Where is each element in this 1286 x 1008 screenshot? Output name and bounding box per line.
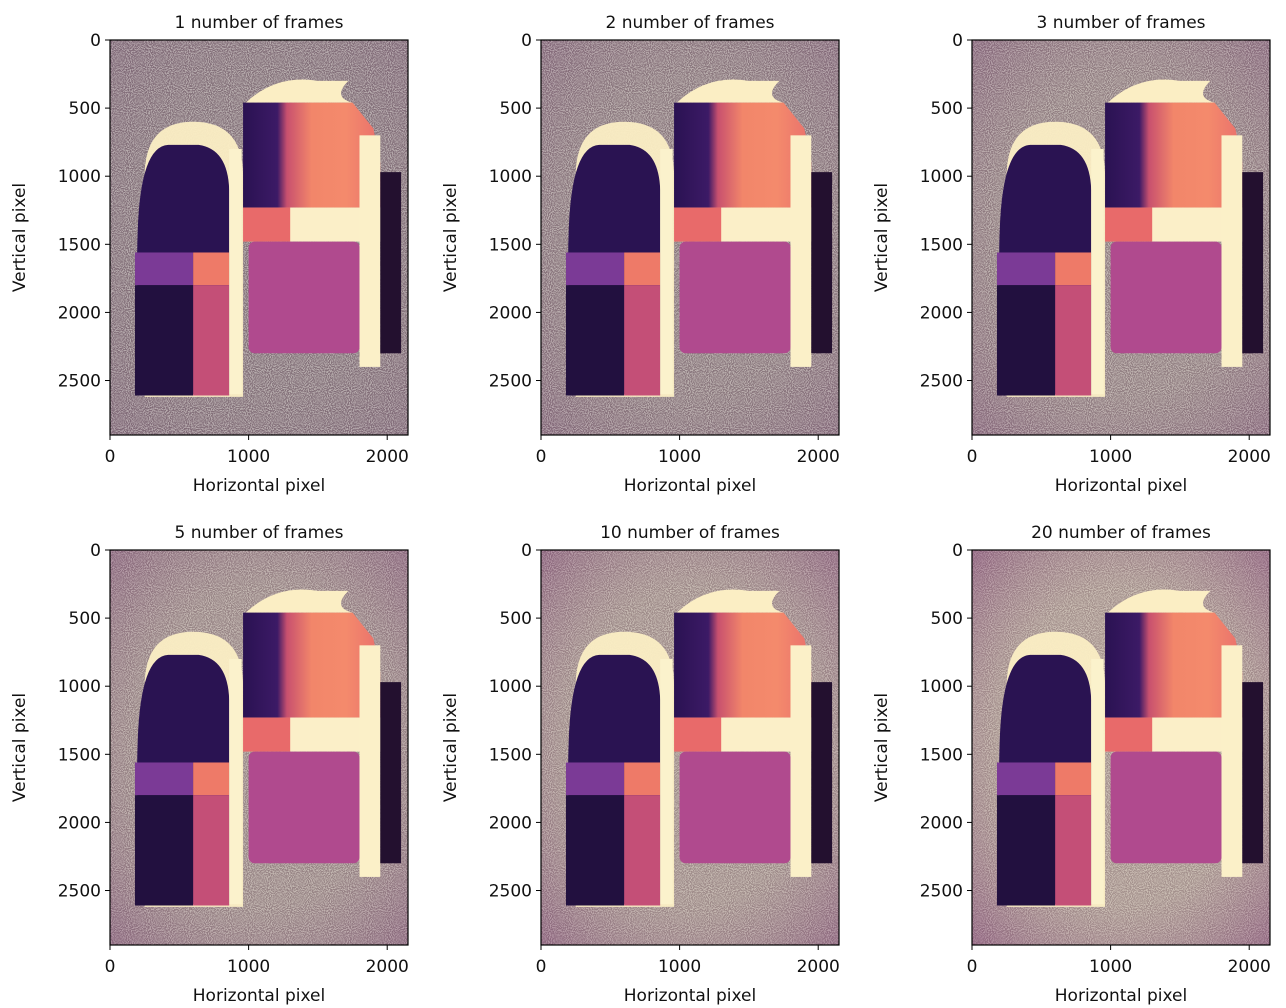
y-tick-label: 2000	[920, 813, 963, 833]
y-tick-label: 2000	[58, 303, 101, 323]
x-tick-label: 2000	[366, 957, 409, 977]
y-tick-label: 0	[90, 541, 101, 561]
y-tick-label: 1000	[58, 677, 101, 697]
y-tick-label: 500	[500, 99, 532, 119]
x-axis-label: Horizontal pixel	[624, 476, 756, 496]
x-tick-label: 1000	[227, 957, 270, 977]
panel-title: 3 number of frames	[1036, 13, 1205, 33]
y-tick-label: 2000	[489, 303, 532, 323]
y-tick-label: 0	[952, 541, 963, 561]
y-tick-label: 2500	[58, 372, 101, 392]
panel-title: 5 number of frames	[174, 523, 343, 543]
panel-title: 20 number of frames	[1031, 523, 1211, 543]
y-tick-label: 500	[931, 609, 963, 629]
image	[541, 550, 839, 945]
x-tick-label: 0	[105, 957, 116, 977]
y-tick-label: 0	[90, 31, 101, 51]
x-tick-label: 1000	[658, 957, 701, 977]
y-axis-label: Vertical pixel	[872, 183, 892, 292]
panel: 5 number of frames 0 1000 2000 0 500 1000 1500 2…	[10, 523, 409, 1006]
panel: 2 number of frames 0 1000 2000 0 500 1000 1500 2…	[441, 13, 840, 496]
image	[110, 550, 408, 945]
x-tick-label: 2000	[1228, 957, 1271, 977]
y-tick-label: 2500	[58, 882, 101, 902]
x-tick-label: 2000	[366, 447, 409, 467]
x-tick-label: 0	[536, 957, 547, 977]
y-tick-label: 2000	[489, 813, 532, 833]
y-tick-label: 500	[500, 609, 532, 629]
x-tick-label: 2000	[797, 957, 840, 977]
axes-frame	[971, 39, 1271, 436]
panel: 10 number of frames 0 1000 2000 0 500 1000 1500…	[441, 523, 840, 1006]
panel-title: 2 number of frames	[605, 13, 774, 33]
image	[972, 40, 1270, 435]
axes-frame	[971, 549, 1271, 946]
axes-frame	[109, 549, 409, 946]
y-tick-label: 0	[521, 31, 532, 51]
x-axis-label: Horizontal pixel	[193, 476, 325, 496]
x-axis-label: Horizontal pixel	[1055, 986, 1187, 1006]
y-tick-label: 1500	[920, 235, 963, 255]
image	[972, 550, 1270, 945]
panel-title: 1 number of frames	[174, 13, 343, 33]
y-axis-label: Vertical pixel	[441, 183, 461, 292]
y-tick-label: 1500	[920, 745, 963, 765]
y-tick-label: 0	[521, 541, 532, 561]
x-tick-label: 1000	[1089, 447, 1132, 467]
panel: 3 number of frames 0 1000 2000 0 500 1000 1500 2…	[872, 13, 1271, 496]
axes-frame	[540, 549, 840, 946]
image	[541, 40, 839, 435]
y-tick-label: 0	[952, 31, 963, 51]
y-tick-label: 500	[69, 609, 101, 629]
x-tick-label: 0	[536, 447, 547, 467]
x-tick-label: 1000	[658, 447, 701, 467]
axes-frame	[109, 39, 409, 436]
x-tick-label: 1000	[227, 447, 270, 467]
y-tick-label: 2000	[920, 303, 963, 323]
y-tick-label: 1000	[489, 167, 532, 187]
y-axis-label: Vertical pixel	[441, 693, 461, 802]
x-tick-label: 1000	[1089, 957, 1132, 977]
y-tick-label: 1000	[920, 167, 963, 187]
y-axis-label: Vertical pixel	[10, 693, 30, 802]
y-tick-label: 1000	[920, 677, 963, 697]
x-axis-label: Horizontal pixel	[193, 986, 325, 1006]
y-tick-label: 1500	[58, 745, 101, 765]
y-tick-label: 500	[931, 99, 963, 119]
panel: 20 number of frames 0 1000 2000 0 500 1000 1500…	[872, 523, 1271, 1006]
y-tick-label: 2500	[489, 882, 532, 902]
x-axis-label: Horizontal pixel	[1055, 476, 1187, 496]
y-tick-label: 2500	[920, 882, 963, 902]
axes-frame	[540, 39, 840, 436]
y-axis-label: Vertical pixel	[10, 183, 30, 292]
panel: 1 number of frames 0 1000 2000 0 500 1000 1500 2…	[10, 13, 409, 496]
x-tick-label: 2000	[797, 447, 840, 467]
image	[110, 40, 408, 435]
y-tick-label: 2000	[58, 813, 101, 833]
y-axis-label: Vertical pixel	[872, 693, 892, 802]
panel-title: 10 number of frames	[600, 523, 780, 543]
y-tick-label: 1000	[489, 677, 532, 697]
y-tick-label: 1500	[489, 235, 532, 255]
y-tick-label: 1500	[58, 235, 101, 255]
x-axis-label: Horizontal pixel	[624, 986, 756, 1006]
y-tick-label: 1000	[58, 167, 101, 187]
y-tick-label: 2500	[920, 372, 963, 392]
y-tick-label: 500	[69, 99, 101, 119]
y-tick-label: 2500	[489, 372, 532, 392]
x-tick-label: 0	[105, 447, 116, 467]
x-tick-label: 0	[967, 957, 978, 977]
x-tick-label: 2000	[1228, 447, 1271, 467]
x-tick-label: 0	[967, 447, 978, 467]
y-tick-label: 1500	[489, 745, 532, 765]
